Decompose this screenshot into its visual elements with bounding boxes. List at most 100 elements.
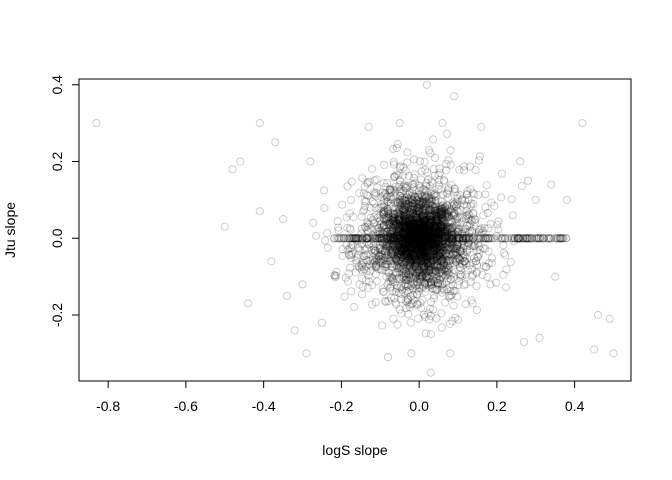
data-point bbox=[466, 226, 475, 235]
data-point bbox=[398, 219, 408, 228]
data-point bbox=[355, 263, 364, 272]
data-point bbox=[400, 197, 409, 206]
data-point bbox=[430, 261, 439, 270]
data-point bbox=[416, 239, 425, 248]
data-point bbox=[403, 287, 412, 296]
data-point bbox=[447, 216, 456, 225]
data-point bbox=[429, 203, 438, 212]
data-point bbox=[428, 238, 438, 247]
data-point bbox=[419, 270, 428, 279]
data-point bbox=[351, 256, 361, 265]
data-point bbox=[418, 271, 427, 281]
data-point bbox=[371, 234, 380, 243]
data-point bbox=[398, 253, 407, 262]
data-point bbox=[401, 228, 410, 237]
data-point bbox=[417, 199, 426, 208]
data-point bbox=[469, 200, 478, 209]
data-point bbox=[423, 252, 432, 261]
data-point bbox=[345, 209, 354, 218]
data-point bbox=[448, 316, 457, 326]
data-point bbox=[398, 221, 407, 231]
data-point bbox=[427, 232, 436, 241]
data-point bbox=[452, 215, 462, 224]
data-point bbox=[432, 231, 441, 240]
data-point bbox=[432, 220, 441, 229]
data-point bbox=[428, 245, 437, 254]
data-point bbox=[425, 225, 434, 234]
data-point bbox=[396, 209, 405, 218]
data-point bbox=[423, 222, 432, 231]
data-point bbox=[372, 255, 381, 264]
data-point bbox=[398, 245, 407, 254]
data-point bbox=[423, 241, 433, 250]
data-point bbox=[367, 238, 376, 248]
data-point bbox=[441, 272, 450, 281]
data-point bbox=[417, 224, 427, 233]
data-point bbox=[416, 257, 425, 266]
data-point bbox=[381, 188, 390, 197]
data-point bbox=[428, 231, 437, 240]
data-point bbox=[400, 288, 409, 297]
data-point bbox=[394, 214, 403, 223]
data-point bbox=[395, 225, 404, 234]
data-point bbox=[509, 236, 519, 246]
data-point bbox=[419, 215, 428, 224]
data-point bbox=[412, 210, 421, 219]
data-point bbox=[405, 255, 414, 264]
data-point bbox=[355, 244, 364, 253]
data-point bbox=[433, 234, 443, 244]
data-point bbox=[385, 240, 394, 249]
data-point bbox=[429, 207, 438, 216]
data-point bbox=[416, 249, 425, 258]
data-point bbox=[410, 229, 419, 238]
data-point bbox=[420, 256, 429, 265]
data-point bbox=[405, 244, 415, 253]
data-point bbox=[398, 237, 407, 246]
data-point bbox=[413, 199, 422, 208]
data-point bbox=[410, 212, 419, 222]
data-point bbox=[407, 241, 416, 250]
data-point bbox=[396, 244, 405, 253]
data-point bbox=[476, 225, 485, 234]
data-point bbox=[425, 266, 434, 276]
data-point bbox=[406, 222, 415, 231]
data-point bbox=[416, 224, 425, 233]
data-point bbox=[417, 273, 426, 282]
data-point bbox=[374, 265, 383, 274]
data-point bbox=[405, 250, 414, 259]
data-point bbox=[408, 299, 417, 308]
data-point bbox=[387, 238, 397, 247]
data-point bbox=[422, 203, 431, 213]
data-point bbox=[404, 310, 413, 319]
data-point bbox=[421, 216, 430, 225]
data-point bbox=[462, 246, 472, 255]
data-point bbox=[388, 232, 397, 241]
data-point bbox=[429, 229, 438, 238]
data-point bbox=[463, 266, 472, 275]
data-point bbox=[398, 243, 407, 252]
data-point bbox=[418, 236, 427, 246]
data-point bbox=[418, 227, 427, 237]
data-point bbox=[426, 211, 435, 220]
data-point bbox=[431, 261, 440, 270]
data-point bbox=[412, 221, 421, 230]
data-point bbox=[427, 281, 436, 290]
data-point bbox=[437, 256, 446, 265]
data-point bbox=[450, 184, 459, 193]
data-point bbox=[427, 236, 436, 245]
data-point bbox=[353, 243, 362, 252]
data-point bbox=[405, 219, 414, 228]
data-point bbox=[420, 235, 429, 244]
data-point bbox=[437, 323, 446, 332]
data-point bbox=[444, 156, 453, 165]
data-point bbox=[395, 216, 404, 225]
data-point bbox=[398, 223, 407, 232]
data-point bbox=[390, 230, 399, 239]
data-point bbox=[436, 245, 445, 254]
data-point bbox=[434, 247, 443, 256]
data-point bbox=[345, 251, 354, 260]
data-point bbox=[417, 225, 426, 234]
data-point bbox=[439, 220, 448, 229]
data-point bbox=[408, 228, 417, 237]
data-point bbox=[399, 239, 409, 248]
